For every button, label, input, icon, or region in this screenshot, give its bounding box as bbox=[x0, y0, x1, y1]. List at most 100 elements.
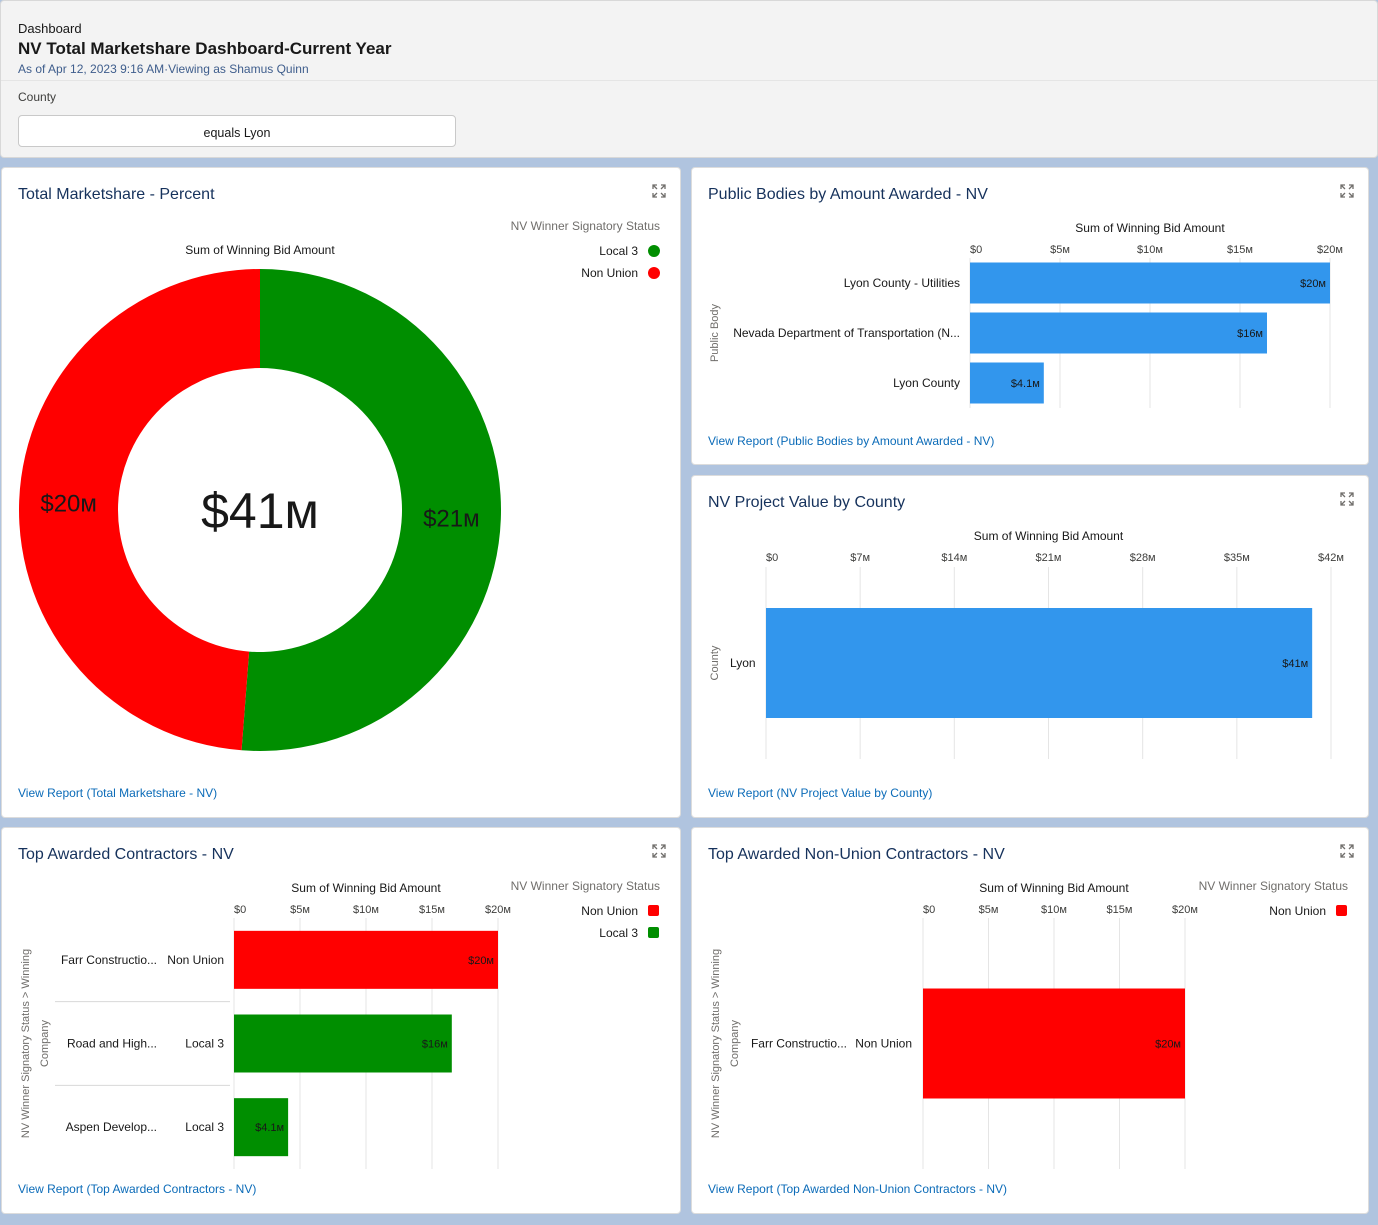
tick-label: $10м bbox=[353, 904, 379, 916]
bar-value-label: $16м bbox=[422, 1039, 448, 1051]
view-report-link[interactable]: View Report (Top Awarded Contractors - N… bbox=[18, 1182, 257, 1196]
category-label: Nevada Department of Transportation (N..… bbox=[733, 326, 960, 340]
legend-title: NV Winner Signatory Status bbox=[511, 219, 660, 233]
company-label: Farr Constructio... bbox=[751, 1037, 847, 1051]
card-title: Top Awarded Contractors - NV bbox=[18, 846, 234, 863]
card-title: Total Marketshare - Percent bbox=[18, 186, 215, 203]
bar-value-label: $4.1м bbox=[255, 1122, 284, 1134]
view-report-link[interactable]: View Report (Total Marketshare - NV) bbox=[18, 786, 218, 800]
view-report-link[interactable]: View Report (Public Bodies by Amount Awa… bbox=[708, 434, 995, 448]
tick-label: $28м bbox=[1130, 552, 1156, 564]
tick-label: $0 bbox=[234, 904, 246, 916]
bar-value-label: $16м bbox=[1237, 328, 1263, 340]
status-label: Local 3 bbox=[185, 1037, 224, 1051]
bar bbox=[234, 1014, 452, 1073]
category-label: Lyon bbox=[730, 656, 756, 670]
header-divider bbox=[1, 80, 1377, 81]
non-union-contractors-card: Top Awarded Non-Union Contractors - NV S… bbox=[691, 827, 1369, 1214]
tick-label: $20м bbox=[1317, 244, 1343, 256]
breadcrumb: Dashboard bbox=[18, 21, 82, 36]
bar bbox=[234, 1098, 289, 1157]
card-title: Top Awarded Non-Union Contractors - NV bbox=[708, 846, 1005, 863]
legend-swatch bbox=[648, 905, 659, 916]
top-contractors-bar-chart: Sum of Winning Bid Amount NV Winner Signa… bbox=[20, 879, 660, 1169]
bar bbox=[970, 262, 1330, 304]
page-subtitle: As of Apr 12, 2023 9:16 AM·Viewing as Sh… bbox=[18, 62, 309, 76]
view-report-link[interactable]: View Report (NV Project Value by County) bbox=[708, 786, 933, 800]
card-title: NV Project Value by County bbox=[708, 494, 906, 511]
chart-title: Sum of Winning Bid Amount bbox=[979, 881, 1129, 895]
chart-title: Sum of Winning Bid Amount bbox=[974, 529, 1124, 543]
tick-label: $20м bbox=[485, 904, 511, 916]
card-title: Public Bodies by Amount Awarded - NV bbox=[708, 186, 988, 203]
tick-label: $5м bbox=[979, 904, 999, 916]
status-label: Local 3 bbox=[185, 1120, 224, 1134]
legend-swatch bbox=[648, 245, 660, 257]
chart-title: Sum of Winning Bid Amount bbox=[291, 881, 441, 895]
expand-icon[interactable] bbox=[1340, 844, 1354, 858]
top-contractors-card: Top Awarded Contractors - NV Sum of Winn… bbox=[1, 827, 681, 1214]
pie-slice bbox=[241, 269, 501, 751]
company-label: Aspen Develop... bbox=[66, 1120, 157, 1134]
expand-icon[interactable] bbox=[652, 844, 666, 858]
y-axis-label: NV Winner Signatory Status > Winning bbox=[710, 949, 722, 1138]
bar-value-label: $4.1м bbox=[1011, 378, 1040, 390]
bar bbox=[970, 312, 1267, 354]
category-label: Lyon County bbox=[893, 376, 960, 390]
page-title: NV Total Marketshare Dashboard-Current Y… bbox=[18, 39, 392, 58]
status-label: Non Union bbox=[167, 953, 224, 967]
project-value-card: NV Project Value by County Sum of Winnin… bbox=[691, 475, 1369, 818]
legend-label: Local 3 bbox=[599, 244, 638, 258]
tick-label: $21м bbox=[1036, 552, 1062, 564]
tick-label: $15м bbox=[1227, 244, 1253, 256]
expand-icon[interactable] bbox=[1340, 492, 1354, 506]
legend-swatch bbox=[1336, 905, 1347, 916]
chart-title: Sum of Winning Bid Amount bbox=[1075, 221, 1225, 235]
filter-label: County bbox=[18, 90, 57, 104]
non-union-bar-chart: Sum of Winning Bid Amount NV Winner Signa… bbox=[710, 879, 1348, 1169]
tick-label: $20м bbox=[1172, 904, 1198, 916]
y-axis-label: County bbox=[709, 645, 721, 680]
county-filter-button[interactable]: equals Lyon bbox=[18, 115, 456, 147]
bar bbox=[970, 362, 1044, 404]
y-axis-label-line2: Company bbox=[39, 1019, 51, 1067]
project-value-bar-chart: Sum of Winning Bid Amount $0 $7м $14м $21м $2… bbox=[709, 529, 1344, 759]
company-label: Road and High... bbox=[67, 1037, 157, 1051]
tick-label: $5м bbox=[1050, 244, 1070, 256]
company-label: Farr Constructio... bbox=[61, 953, 157, 967]
legend-label: Non Union bbox=[1269, 904, 1326, 918]
tick-label: $10м bbox=[1041, 904, 1067, 916]
expand-icon[interactable] bbox=[1340, 184, 1354, 198]
tick-label: $15м bbox=[1107, 904, 1133, 916]
slice-label: $20м bbox=[40, 491, 97, 518]
legend-label: Local 3 bbox=[599, 926, 638, 940]
tick-label: $35м bbox=[1224, 552, 1250, 564]
bar bbox=[234, 930, 498, 989]
category-label: Lyon County - Utilities bbox=[844, 276, 960, 290]
bar-value-label: $20м bbox=[468, 955, 494, 967]
pie-slice bbox=[19, 269, 261, 751]
tick-label: $10м bbox=[1137, 244, 1163, 256]
tick-label: $0 bbox=[970, 244, 982, 256]
tick-label: $15м bbox=[419, 904, 445, 916]
bar-value-label: $41м bbox=[1282, 658, 1308, 670]
expand-icon[interactable] bbox=[652, 184, 666, 198]
legend-label: Non Union bbox=[581, 266, 638, 280]
marketshare-donut-chart: Sum of Winning Bid Amount NV Winner Signa… bbox=[19, 219, 660, 751]
legend-swatch bbox=[648, 927, 659, 938]
marketshare-card: Total Marketshare - Percent Sum of Winni… bbox=[1, 167, 681, 818]
tick-label: $0 bbox=[923, 904, 935, 916]
legend-swatch bbox=[648, 267, 660, 279]
donut-center-total: $41м bbox=[201, 483, 319, 539]
legend-title: NV Winner Signatory Status bbox=[1199, 879, 1348, 893]
slice-label: $21м bbox=[423, 505, 480, 532]
public-bodies-bar-chart: Sum of Winning Bid Amount $0 $5м $10м $15м $2… bbox=[709, 221, 1343, 408]
view-report-link[interactable]: View Report (Top Awarded Non-Union Contr… bbox=[708, 1182, 1008, 1196]
status-label: Non Union bbox=[855, 1037, 912, 1051]
chart-title: Sum of Winning Bid Amount bbox=[185, 243, 335, 257]
y-axis-label-line2: Company bbox=[729, 1019, 741, 1067]
tick-label: $14м bbox=[941, 552, 967, 564]
bar-value-label: $20м bbox=[1155, 1039, 1181, 1051]
bar bbox=[923, 988, 1185, 1099]
bar-value-label: $20м bbox=[1300, 278, 1326, 290]
